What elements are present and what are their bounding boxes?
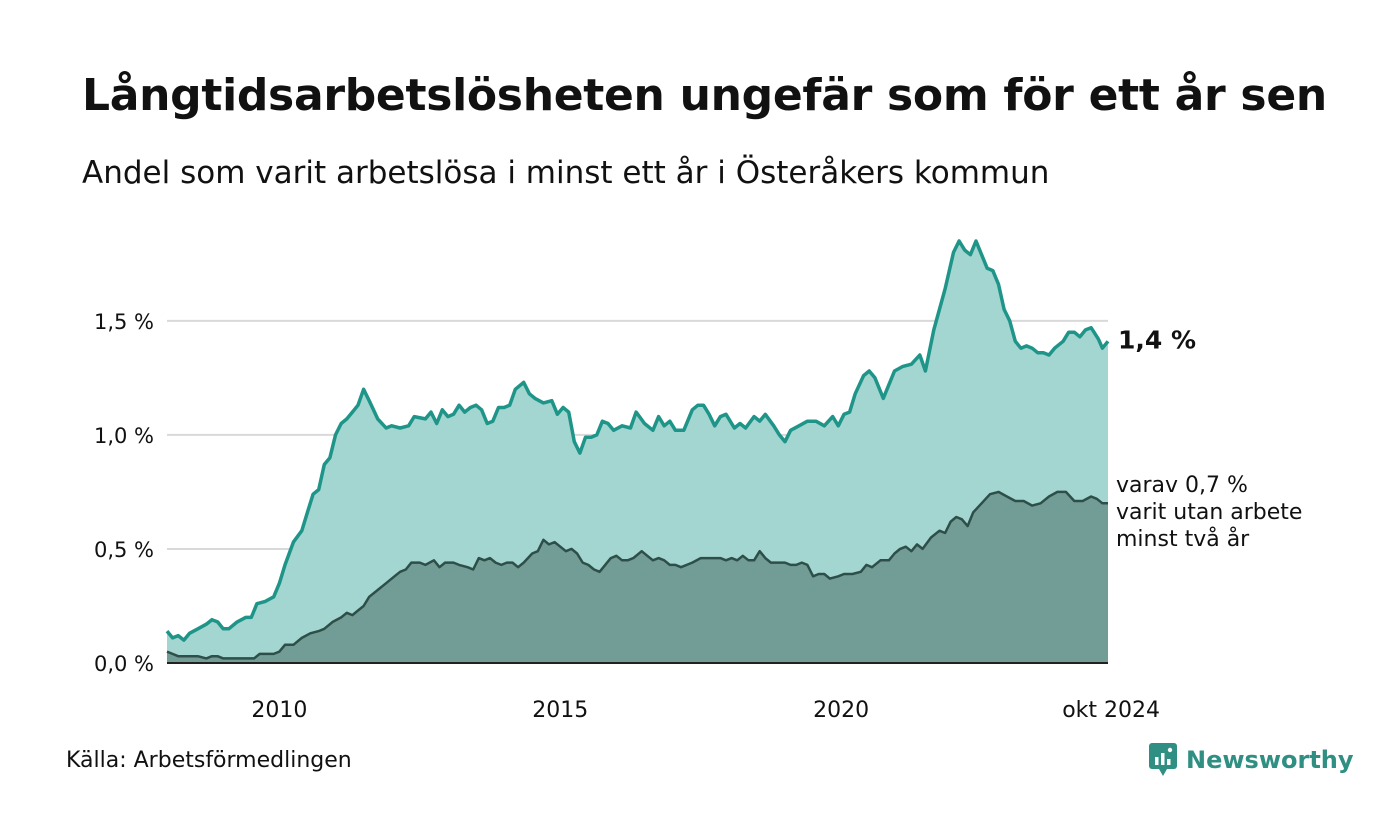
long-term-end-label: varit utan arbete <box>1116 500 1302 525</box>
chart-subtitle: Andel som varit arbetslösa i minst ett å… <box>82 155 1050 191</box>
x-tick-label: okt 2024 <box>1062 698 1160 723</box>
y-tick-label: 1,0 % <box>94 424 154 448</box>
chart-title: Långtidsarbetslösheten ungefär som för e… <box>82 70 1327 121</box>
brand-logo[interactable]: Newsworthy <box>1148 742 1354 778</box>
y-tick-label: 1,5 % <box>94 310 154 334</box>
source-note: Källa: Arbetsförmedlingen <box>66 748 352 773</box>
x-tick-label: 2015 <box>532 698 588 723</box>
long-term-line <box>166 490 1108 660</box>
total-line <box>165 239 1110 642</box>
x-tick-label: 2010 <box>251 698 307 723</box>
bar-chart-speech-bubble-icon <box>1149 743 1177 776</box>
y-tick-label: 0,5 % <box>94 538 154 562</box>
long-term-end-label: minst två år <box>1116 526 1250 552</box>
brand-name: Newsworthy <box>1186 746 1354 774</box>
long-term-area <box>167 491 1108 663</box>
y-tick-label: 0,0 % <box>94 652 154 676</box>
total-end-label: 1,4 % <box>1118 325 1196 354</box>
long-term-end-label: varav 0,7 % <box>1116 473 1248 498</box>
x-tick-label: 2020 <box>813 698 869 723</box>
total-area <box>167 241 1108 663</box>
